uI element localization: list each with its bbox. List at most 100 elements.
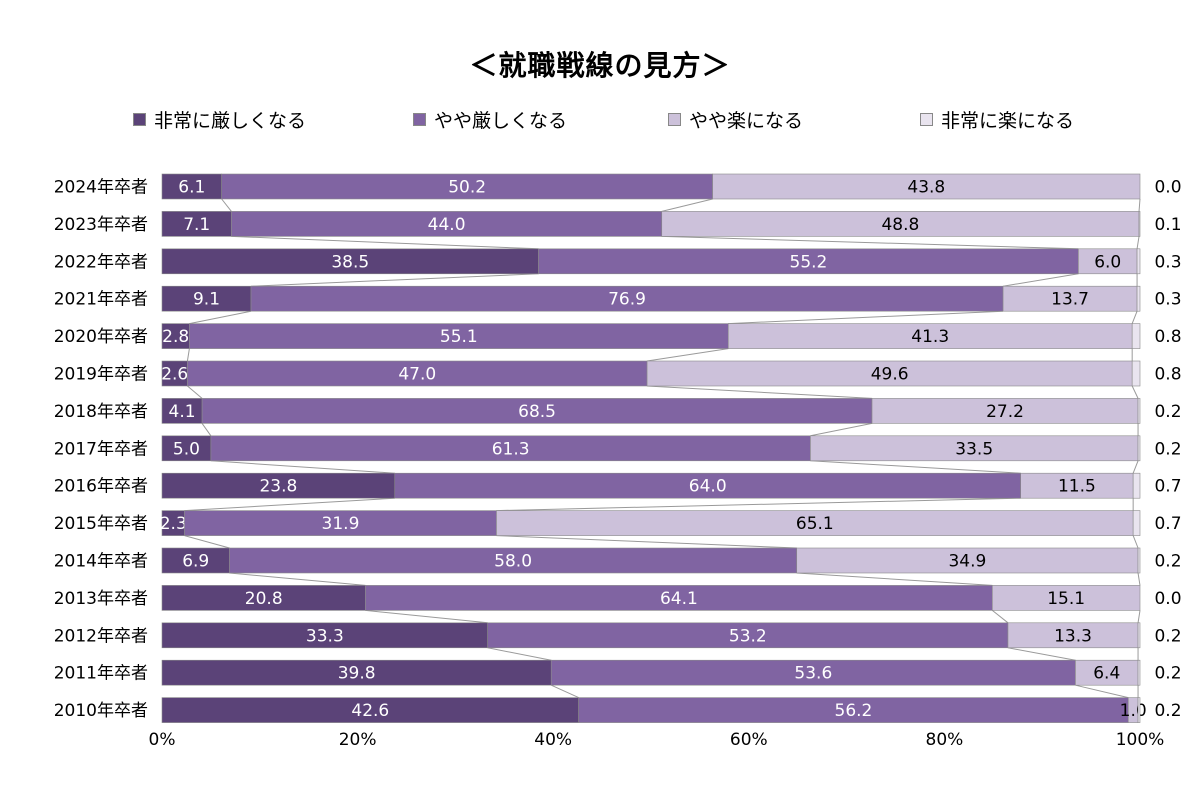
legend-swatch — [133, 113, 146, 126]
category-label: 2015年卒者 — [54, 514, 148, 534]
series-connector-line — [229, 572, 366, 586]
bar-segment — [210, 435, 811, 462]
bar-segment — [229, 547, 798, 574]
bar-segment — [161, 435, 212, 462]
series-connector-line — [496, 535, 797, 549]
data-label: 76.9 — [608, 290, 646, 310]
data-label: 0.2 — [1154, 664, 1181, 684]
bar-segment — [496, 510, 1134, 536]
data-label: 4.1 — [169, 402, 196, 422]
series-connector-line — [1137, 610, 1141, 623]
category-label: 2016年卒者 — [54, 477, 148, 497]
series-connector-line — [661, 235, 1079, 250]
bar-segment — [1132, 510, 1141, 536]
bar-segment — [578, 697, 1129, 723]
chart-title: ＜就職戦線の見方＞ — [469, 49, 731, 82]
bar-segment — [1007, 622, 1139, 649]
data-label: 0.1 — [1154, 215, 1181, 235]
series-connector-line — [992, 610, 1009, 624]
series-connector-line — [1136, 236, 1140, 249]
data-label: 13.7 — [1051, 290, 1089, 310]
category-label: 2014年卒者 — [54, 552, 148, 572]
bar-segment — [1136, 248, 1141, 275]
data-label: 68.5 — [518, 402, 556, 422]
bar-segment — [1137, 435, 1141, 462]
data-label: 9.1 — [193, 290, 220, 310]
bar-segment — [1138, 211, 1141, 237]
series-connector-line — [184, 497, 395, 512]
data-label: 58.0 — [494, 552, 532, 572]
data-label: 56.2 — [835, 701, 873, 721]
series-connector-line — [1131, 385, 1139, 399]
series-connector-line — [551, 684, 579, 699]
data-label: 7.1 — [183, 215, 210, 235]
data-label: 49.6 — [871, 365, 909, 385]
bar-segment — [161, 211, 232, 237]
bar-segment — [1002, 285, 1138, 312]
bar-segment — [1020, 472, 1134, 499]
bar-segment — [550, 659, 1076, 686]
bar-segment — [161, 323, 190, 349]
data-label: 6.1 — [178, 178, 205, 198]
legend-label: 非常に楽になる — [941, 110, 1075, 132]
bar-segment — [1137, 398, 1141, 424]
data-label: 38.5 — [331, 252, 369, 272]
data-label: 43.8 — [907, 178, 945, 198]
bar-segment — [796, 547, 1139, 574]
data-label: 0.2 — [1154, 439, 1181, 459]
series-connector-line — [487, 647, 552, 661]
data-label: 33.5 — [955, 439, 993, 459]
series-connector-line — [250, 273, 539, 287]
data-label: 1.0 — [1120, 701, 1147, 721]
data-label: 27.2 — [986, 402, 1024, 422]
data-label: 64.1 — [660, 589, 698, 609]
data-label: 48.8 — [881, 215, 919, 235]
bar-segment — [646, 360, 1133, 387]
data-label: 34.9 — [948, 552, 986, 572]
series-connector-line — [1132, 535, 1139, 549]
data-label: 2.6 — [161, 365, 188, 385]
series-connector-line — [231, 235, 539, 250]
series-connector-line — [647, 348, 729, 362]
series-connector-line — [184, 535, 230, 549]
category-label: 2023年卒者 — [54, 215, 148, 235]
bar-segment — [871, 398, 1139, 424]
x-tick-label: 100% — [1116, 730, 1165, 750]
data-label: 20.8 — [245, 589, 283, 609]
data-label: 41.3 — [911, 327, 949, 347]
data-label: 39.8 — [338, 664, 376, 684]
bar-segment — [1137, 622, 1141, 649]
series-connector-line — [1132, 460, 1139, 474]
data-label: 55.2 — [790, 252, 828, 272]
bar-segment — [992, 585, 1141, 611]
bar-segment — [221, 173, 713, 200]
data-label: 0.7 — [1154, 514, 1181, 534]
series-connector-line — [201, 423, 212, 437]
bar-segment — [161, 585, 366, 611]
data-label: 61.3 — [492, 439, 530, 459]
category-label: 2011年卒者 — [54, 664, 148, 684]
data-label: 0.8 — [1154, 327, 1181, 347]
bar-segment — [1136, 285, 1141, 312]
x-tick-label: 20% — [339, 730, 377, 750]
bar-segment — [810, 435, 1139, 462]
data-label: 64.0 — [689, 477, 727, 497]
category-label: 2018年卒者 — [54, 402, 148, 422]
series-connector-line — [647, 385, 873, 399]
series-connector-line — [1075, 684, 1129, 699]
series-connector-line — [221, 198, 232, 212]
data-label: 31.9 — [322, 514, 360, 534]
data-label: 0.8 — [1154, 365, 1181, 385]
category-label: 2017年卒者 — [54, 439, 148, 459]
data-label: 0.2 — [1154, 552, 1181, 572]
data-label: 50.2 — [448, 178, 486, 198]
data-label: 0.0 — [1154, 589, 1181, 609]
data-label: 6.4 — [1093, 664, 1120, 684]
data-label: 53.6 — [794, 664, 832, 684]
bar-segment — [1075, 659, 1139, 686]
bar-segment — [161, 472, 396, 499]
bar-segment — [231, 211, 663, 237]
data-label: 42.6 — [351, 701, 389, 721]
data-label: 0.2 — [1154, 626, 1181, 646]
